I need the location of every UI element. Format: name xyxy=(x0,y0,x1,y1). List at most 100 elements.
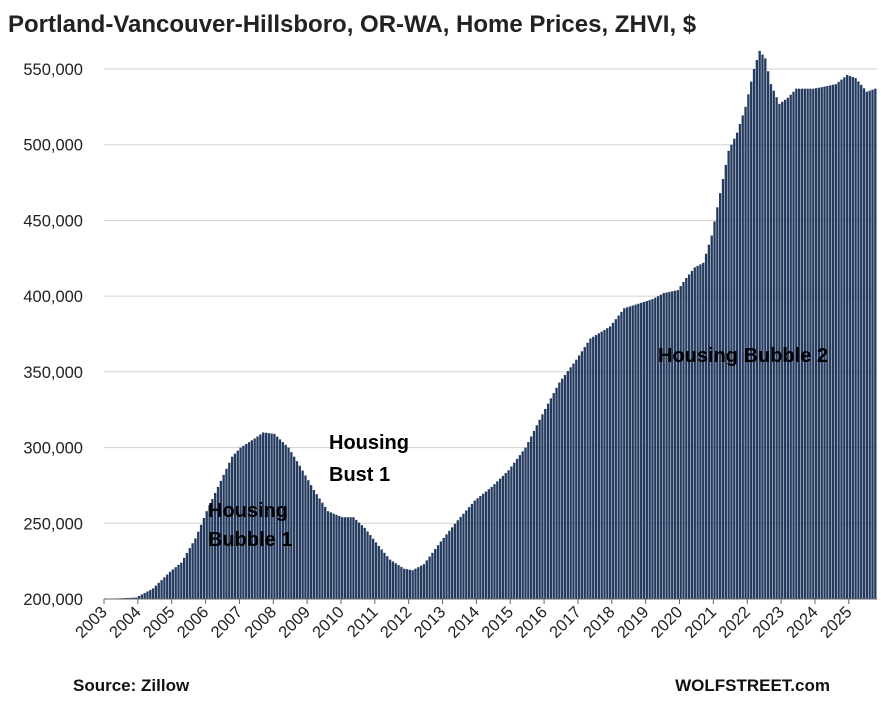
bar xyxy=(806,88,809,599)
bar xyxy=(411,570,414,599)
bar xyxy=(575,359,578,599)
annotation-housing-bust-1-line-2: Bust 1 xyxy=(329,464,390,486)
y-tick-label: 350,000 xyxy=(23,364,83,382)
bar xyxy=(820,87,823,600)
bar xyxy=(710,235,713,600)
bar xyxy=(177,564,180,599)
x-axis-ticks: 2003200420052006200720082009201020112012… xyxy=(72,603,855,642)
bar xyxy=(284,444,287,599)
bar xyxy=(261,432,265,599)
x-tick-label: 2008 xyxy=(241,603,280,642)
bar xyxy=(482,493,485,599)
x-tick-label: 2020 xyxy=(648,603,687,642)
bar xyxy=(642,301,646,599)
bar xyxy=(377,546,380,599)
bar xyxy=(690,270,694,599)
bar xyxy=(659,294,663,599)
bar xyxy=(758,50,761,600)
bar xyxy=(631,305,634,599)
x-tick-label: 2022 xyxy=(715,603,754,642)
bar xyxy=(388,559,392,599)
bar xyxy=(431,552,434,599)
bar xyxy=(741,115,744,599)
x-tick-label: 2025 xyxy=(817,603,856,642)
bar xyxy=(713,221,716,599)
bar xyxy=(166,574,169,599)
bar xyxy=(230,456,234,599)
bar xyxy=(484,491,488,599)
bar xyxy=(654,297,657,599)
bar xyxy=(349,517,352,599)
bar xyxy=(132,597,135,599)
x-tick-label: 2021 xyxy=(682,603,721,642)
annotation-housing-bubble-1: Housing Bubble 1 xyxy=(208,500,292,551)
bar xyxy=(386,556,389,599)
bar xyxy=(521,451,524,599)
bar xyxy=(363,527,366,599)
bar xyxy=(391,561,395,599)
bar xyxy=(535,425,538,599)
annotation-housing-bubble-2-line-1: Housing Bubble 2 xyxy=(658,345,828,367)
bar xyxy=(403,568,406,599)
bar xyxy=(338,516,341,599)
bar xyxy=(453,523,457,599)
bar xyxy=(769,84,773,599)
bar xyxy=(750,81,753,600)
bar xyxy=(854,78,857,600)
bar xyxy=(857,81,860,599)
bar xyxy=(163,577,166,599)
bar xyxy=(608,326,612,599)
bar xyxy=(307,480,310,599)
bar xyxy=(372,538,375,599)
bar xyxy=(783,99,787,600)
bar xyxy=(772,90,775,599)
bar xyxy=(831,84,835,599)
bar xyxy=(202,517,206,599)
bar xyxy=(755,59,759,599)
bar xyxy=(304,475,307,599)
bar xyxy=(180,562,183,599)
bar xyxy=(465,510,468,599)
bar xyxy=(577,355,581,599)
bar xyxy=(868,90,871,599)
bar xyxy=(538,419,541,599)
y-tick-label: 250,000 xyxy=(23,515,83,533)
bar xyxy=(326,511,330,599)
bar xyxy=(245,443,248,599)
bar xyxy=(309,485,313,599)
bar xyxy=(293,456,296,599)
bar xyxy=(498,478,502,599)
bar xyxy=(428,556,431,599)
bar xyxy=(614,319,617,599)
bar xyxy=(862,88,866,600)
bar xyxy=(462,513,465,599)
bar xyxy=(747,94,750,599)
bar xyxy=(445,534,448,599)
bar xyxy=(685,277,688,599)
x-tick-label: 2013 xyxy=(411,603,450,642)
bar xyxy=(648,300,651,599)
bar xyxy=(735,132,739,599)
bar xyxy=(194,538,197,599)
bar xyxy=(809,88,812,599)
bar xyxy=(603,329,606,599)
bar xyxy=(171,569,175,599)
bar xyxy=(826,85,829,599)
annotation-housing-bust-1: Housing Bust 1 xyxy=(329,432,409,486)
bar xyxy=(436,545,440,599)
bar xyxy=(301,470,304,599)
bar xyxy=(160,580,163,599)
bar xyxy=(236,450,239,599)
bar xyxy=(270,433,273,599)
x-tick-label: 2019 xyxy=(614,603,653,642)
bar xyxy=(273,433,276,599)
bar xyxy=(228,462,231,599)
bar xyxy=(253,438,256,599)
bar xyxy=(761,54,764,600)
bar xyxy=(298,465,301,599)
bar xyxy=(724,164,727,599)
x-tick-label: 2014 xyxy=(445,603,484,642)
bar xyxy=(687,274,691,599)
bar xyxy=(256,436,259,599)
bar xyxy=(191,543,194,599)
